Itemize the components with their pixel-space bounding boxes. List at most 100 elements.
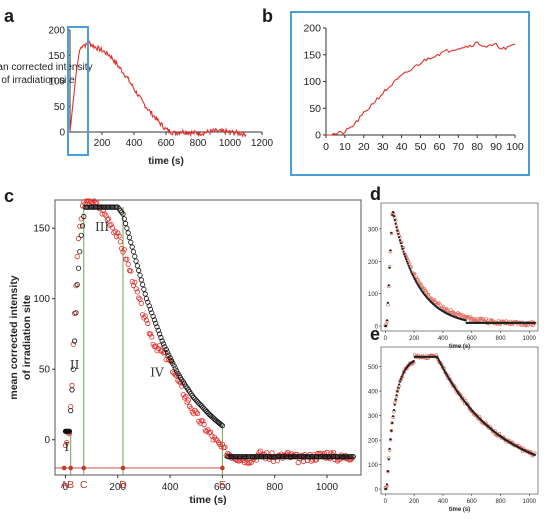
y-tick-label: 100 (48, 77, 65, 88)
fit-point (391, 422, 394, 425)
fit-point (398, 239, 402, 242)
data-point (253, 457, 259, 463)
data-point (109, 225, 116, 231)
y-tick-label: 0 (44, 435, 50, 446)
fit-point (168, 357, 174, 364)
fit-point (154, 324, 160, 330)
x-tick-label: 90 (490, 141, 502, 153)
fit-point (153, 320, 159, 326)
fit-point (70, 366, 76, 372)
panel-frame (290, 11, 530, 176)
fit-point (205, 410, 211, 416)
fit-point (405, 257, 408, 261)
data-point (82, 201, 88, 207)
fit-point (158, 334, 164, 341)
phase-label-II: II (70, 358, 80, 372)
data-point (75, 235, 82, 242)
data-point (68, 404, 74, 410)
fit-point (411, 274, 415, 277)
y-tick-label: 150 (48, 51, 65, 62)
phase-label-I: I (64, 440, 69, 454)
fit-point (533, 321, 536, 324)
data-point (130, 282, 137, 289)
data-point (137, 296, 143, 302)
fit-point (208, 412, 214, 419)
fit-point (438, 360, 441, 363)
fit-point (403, 253, 406, 256)
data-point (222, 444, 228, 450)
data-point (124, 256, 130, 262)
y-tick-label: 300 (368, 227, 379, 233)
plot-frame (380, 346, 539, 495)
data-point (496, 318, 501, 323)
fit-point (394, 398, 397, 401)
data-point (117, 239, 124, 245)
fit-point (395, 226, 398, 229)
y-tick-label: 150 (33, 224, 50, 235)
data-point (191, 411, 197, 417)
fit-point (412, 276, 415, 279)
y-tick-label: 200 (368, 439, 379, 445)
fit-point (201, 406, 207, 412)
fit-point (78, 232, 84, 238)
fit-point (79, 223, 86, 229)
fit-point (69, 387, 75, 393)
fit-point (194, 399, 201, 405)
fit-point (395, 394, 398, 397)
fit-point (413, 277, 416, 281)
y-tick-label: 0 (315, 130, 321, 142)
data-point (70, 341, 76, 347)
data-point (389, 429, 394, 433)
fit-point (399, 242, 402, 245)
fit-point (440, 364, 443, 367)
data-point (489, 318, 494, 322)
fit-point (219, 422, 225, 429)
fit-point (140, 281, 146, 288)
fit-point (171, 363, 177, 369)
data-point (445, 308, 450, 312)
fit-point (436, 355, 439, 358)
x-tick-label: 1000 (523, 499, 537, 505)
fit-point (202, 407, 208, 413)
fit-point (392, 409, 396, 412)
x-tick-label: 200 (409, 336, 420, 342)
fit-point (170, 360, 176, 366)
data-point (149, 334, 155, 340)
fit-point (162, 344, 168, 350)
plot-frame (380, 202, 539, 332)
fit-point (193, 397, 199, 403)
data-point (445, 306, 449, 311)
fit-point (396, 229, 399, 232)
panel-label-b: b (262, 6, 273, 26)
data-point (153, 343, 159, 349)
data-point (201, 421, 207, 428)
data-point (147, 331, 154, 337)
fit-point (72, 338, 78, 344)
x-tick-label: 600 (467, 336, 478, 342)
y-tick-label: 400 (368, 390, 379, 396)
fit-point (390, 429, 393, 432)
data-point (64, 439, 70, 446)
x-tick-label: 200 (109, 482, 126, 493)
y-tick-label: 0 (375, 488, 379, 494)
fit-point (143, 296, 150, 302)
x-tick-label: 400 (438, 336, 449, 342)
fit-point (200, 404, 206, 410)
fit-point (385, 325, 388, 328)
data-point (245, 461, 252, 467)
data-point (468, 314, 472, 319)
event-label-E: E (219, 479, 226, 491)
y-tick-label: 200 (368, 260, 379, 266)
x-tick-label: 600 (467, 499, 478, 505)
series-line (326, 41, 516, 136)
y-tick-label: 300 (368, 414, 379, 420)
y-tick-label: 50 (39, 365, 51, 376)
y-tick-label: 100 (33, 294, 50, 305)
fit-point (387, 458, 390, 461)
fit-point (68, 407, 74, 414)
x-tick-label: 1000 (316, 482, 339, 493)
fit-point (407, 264, 410, 267)
fit-point (437, 359, 440, 362)
x-tick-label: 100 (506, 141, 524, 153)
fit-point (172, 365, 178, 371)
